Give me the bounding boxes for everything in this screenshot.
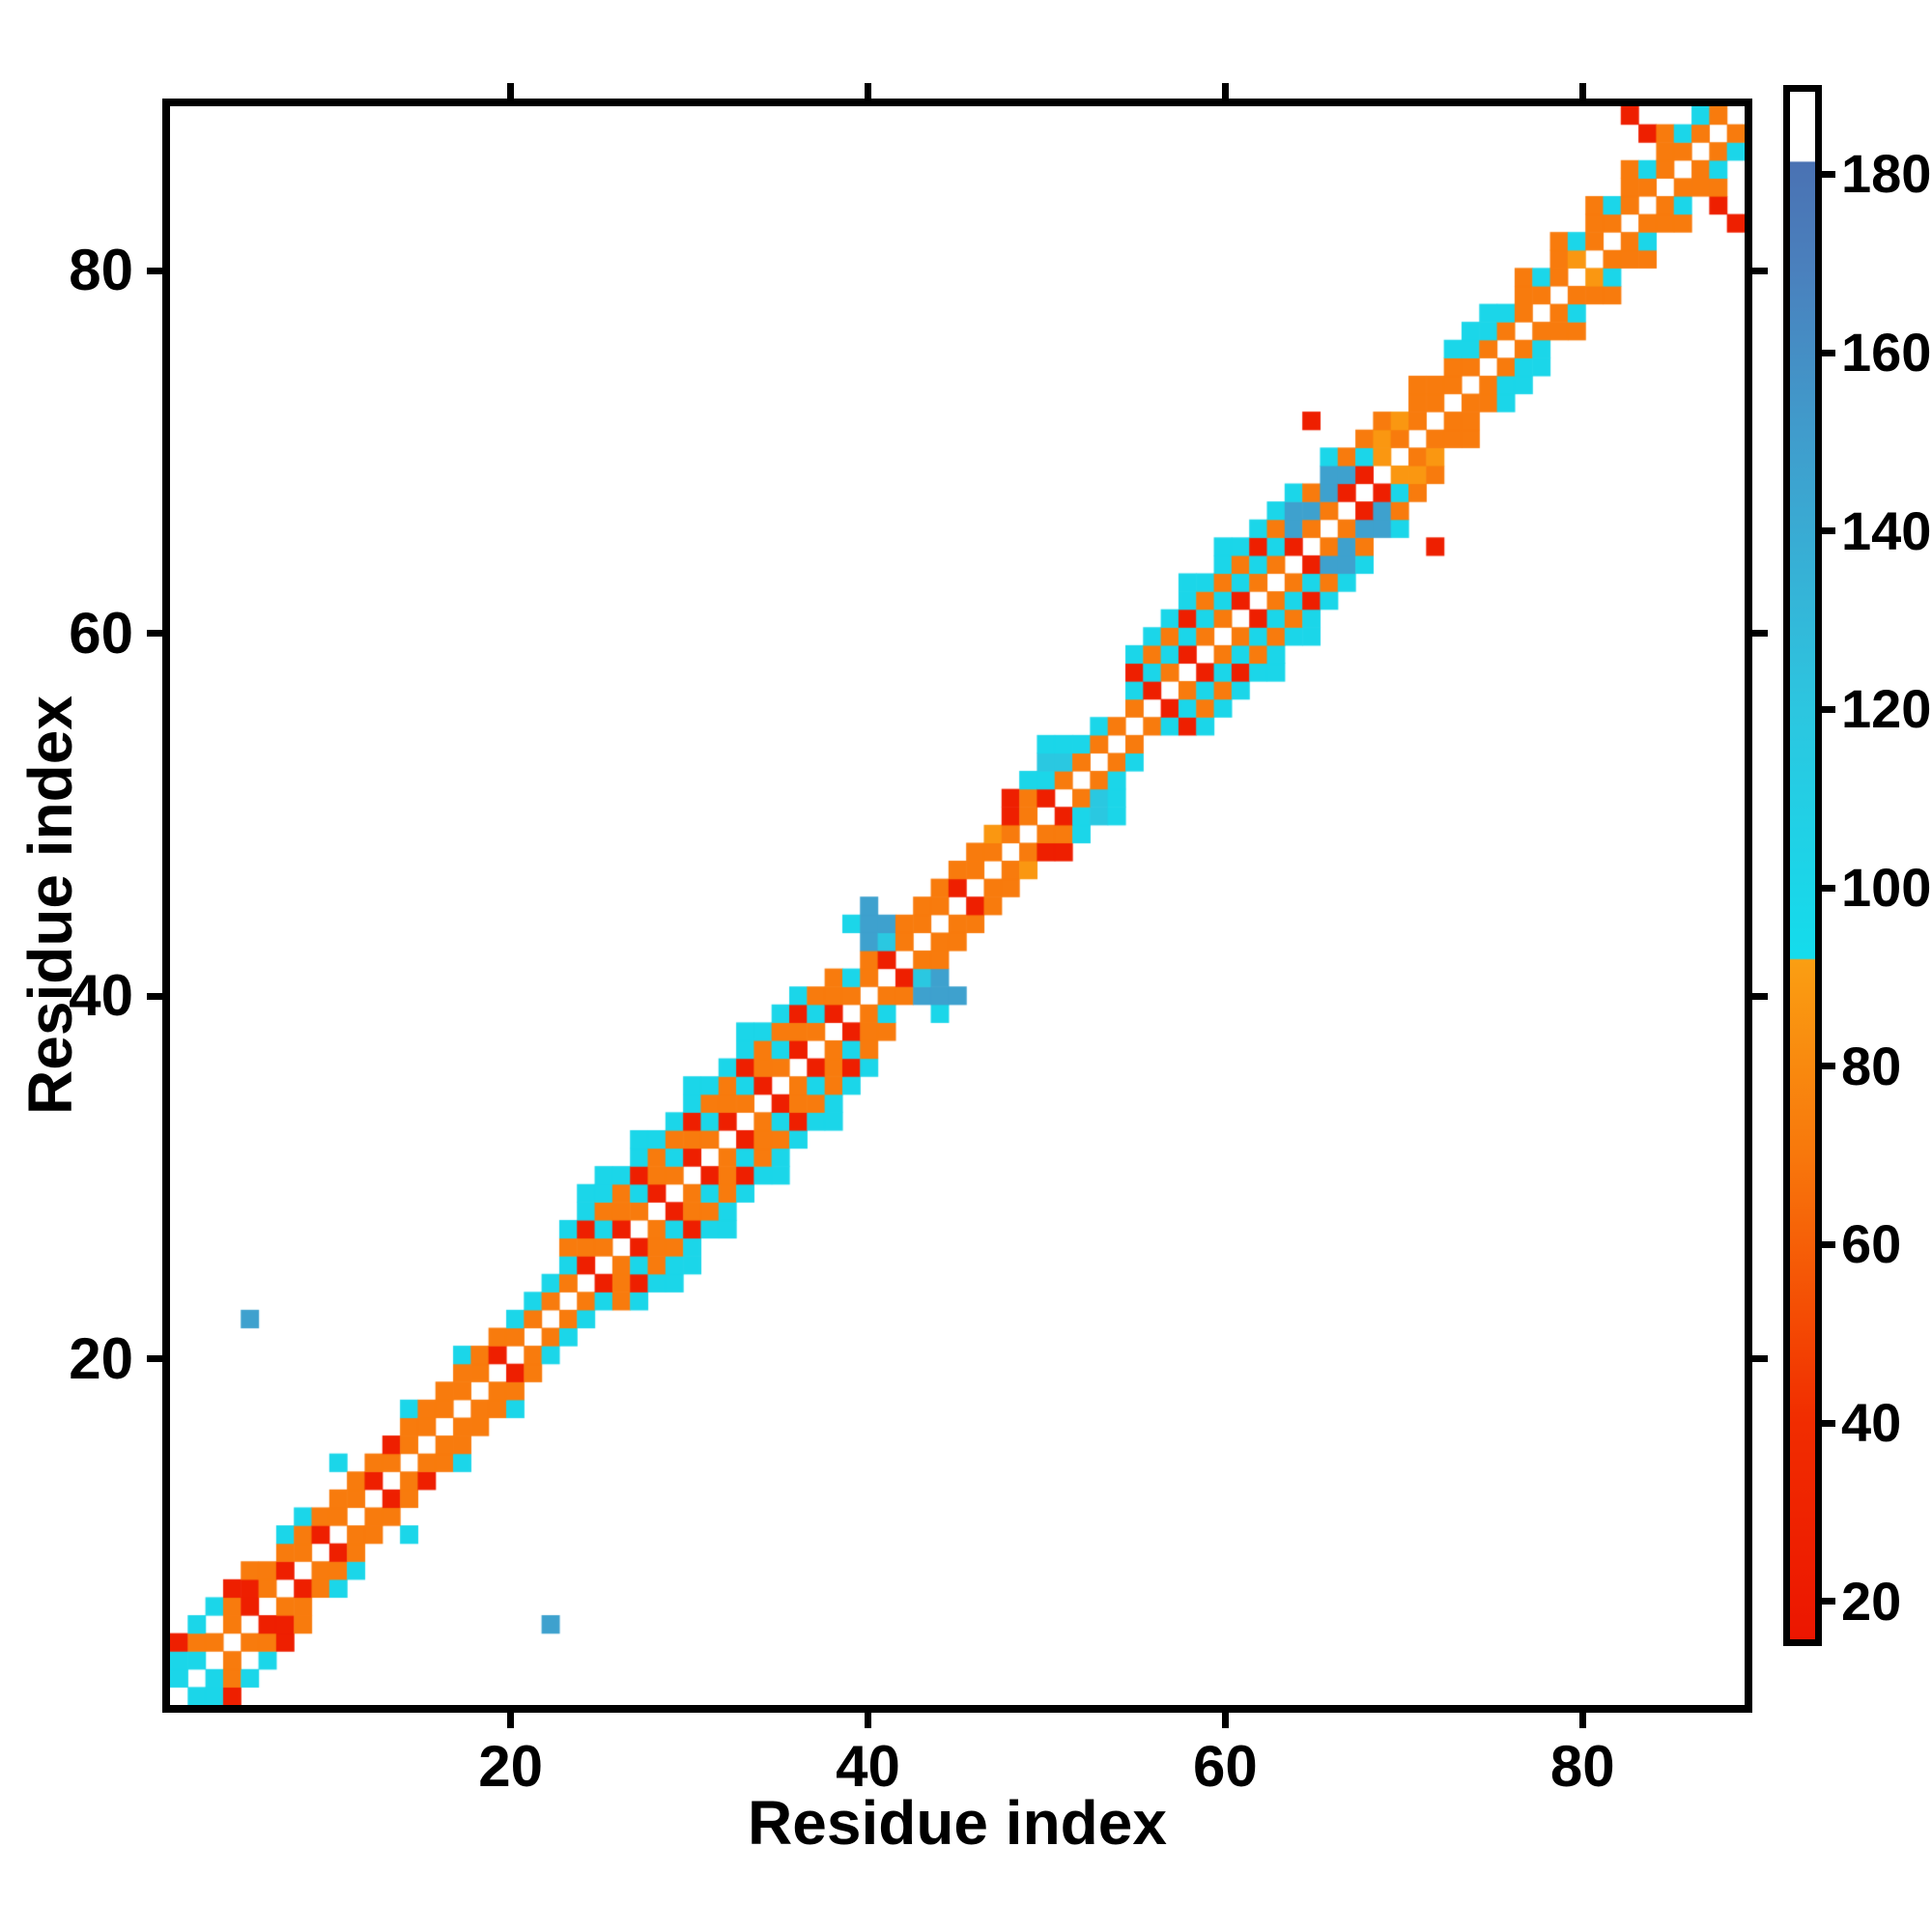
heatmap-canvas xyxy=(170,106,1745,1705)
colorbar-gradient xyxy=(1790,92,1815,1639)
y-tick-right xyxy=(1752,267,1768,274)
colorbar-tick-label: 140 xyxy=(1841,499,1932,561)
colorbar-tick xyxy=(1820,1598,1835,1605)
y-tick-right xyxy=(1752,992,1768,1000)
colorbar-tick xyxy=(1820,170,1835,178)
y-tick-right xyxy=(1752,1355,1768,1363)
x-tick-top xyxy=(865,83,872,99)
x-tick-label: 80 xyxy=(1549,1734,1615,1799)
y-tick-right xyxy=(1752,630,1768,638)
colorbar-tick-label: 40 xyxy=(1841,1392,1902,1454)
colorbar-tick-label: 160 xyxy=(1841,322,1932,384)
x-tick-bottom xyxy=(865,1713,872,1728)
x-tick-label: 20 xyxy=(478,1734,543,1799)
colorbar-tick-label: 60 xyxy=(1841,1213,1902,1275)
colorbar-tick-label: 120 xyxy=(1841,678,1932,740)
y-tick-label: 40 xyxy=(69,963,133,1029)
y-axis-title: Residue index xyxy=(15,696,85,1115)
y-tick-label: 80 xyxy=(69,238,133,303)
colorbar-tick xyxy=(1820,1240,1835,1248)
x-tick-top xyxy=(1221,83,1229,99)
x-tick-label: 60 xyxy=(1193,1734,1258,1799)
y-tick-label: 60 xyxy=(69,600,133,666)
colorbar-tick xyxy=(1820,349,1835,356)
colorbar-tick-label: 20 xyxy=(1841,1570,1902,1632)
x-tick-label: 40 xyxy=(836,1734,900,1799)
x-tick-bottom xyxy=(1221,1713,1229,1728)
colorbar-tick-label: 80 xyxy=(1841,1035,1902,1096)
x-axis-title: Residue index xyxy=(748,1788,1167,1858)
colorbar xyxy=(1783,85,1822,1646)
colorbar-tick xyxy=(1820,1063,1835,1070)
x-tick-bottom xyxy=(1578,1713,1586,1728)
colorbar-tick-label: 100 xyxy=(1841,857,1932,919)
y-tick-label: 20 xyxy=(69,1325,133,1391)
y-tick-left xyxy=(147,992,162,1000)
colorbar-tick xyxy=(1820,1419,1835,1427)
y-tick-left xyxy=(147,1355,162,1363)
y-tick-left xyxy=(147,267,162,274)
colorbar-tick xyxy=(1820,527,1835,535)
x-tick-top xyxy=(507,83,515,99)
heatmap-plot-area xyxy=(162,99,1752,1713)
x-tick-bottom xyxy=(507,1713,515,1728)
colorbar-tick xyxy=(1820,705,1835,713)
y-tick-left xyxy=(147,630,162,638)
colorbar-tick-label: 180 xyxy=(1841,143,1932,205)
colorbar-tick xyxy=(1820,884,1835,892)
x-tick-top xyxy=(1578,83,1586,99)
